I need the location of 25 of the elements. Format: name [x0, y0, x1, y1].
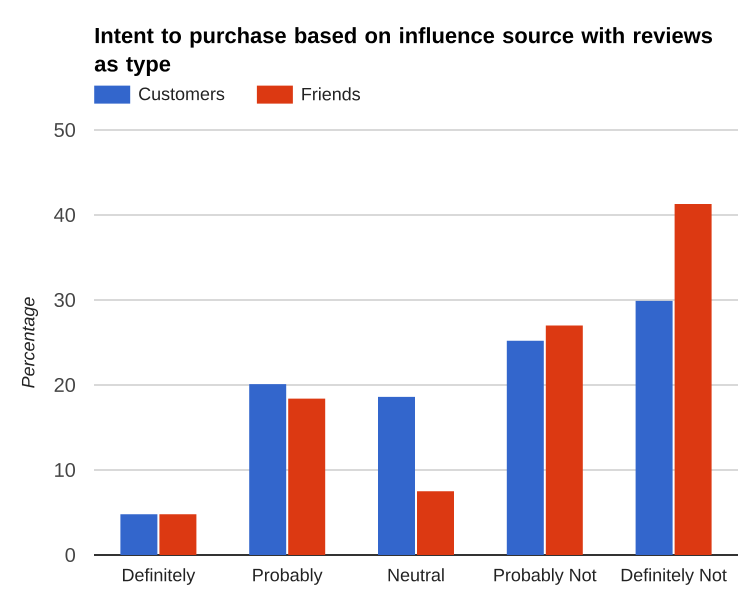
legend-label: Friends: [302, 87, 360, 100]
y-tick-label: 40: [54, 208, 76, 222]
y-tick-label: 0: [66, 548, 76, 562]
bar: [378, 396, 415, 555]
bar: [120, 514, 158, 555]
bar: [249, 384, 286, 555]
bar: [546, 326, 583, 555]
y-tick-label: 10: [55, 462, 76, 478]
x-tick-label: Definitely Not: [622, 568, 727, 585]
y-tick-label: 20: [54, 378, 76, 392]
y-axis-title: Percentage: [22, 297, 38, 388]
bar: [674, 204, 712, 555]
x-tick-label: Definitely: [122, 568, 196, 585]
y-tick-label: 30: [54, 292, 76, 308]
chart-title: Intent to purchase based on influence source with reviews as type: [94, 27, 712, 76]
bar: [636, 300, 673, 555]
bar: [506, 340, 544, 555]
x-tick-label: Neutral: [388, 568, 444, 582]
x-tick-label: Probably: [253, 568, 323, 585]
x-tick-label: Probably Not: [494, 568, 596, 585]
y-tick-label: 50: [54, 122, 76, 138]
bar: [159, 514, 196, 555]
legend-label: Customers: [139, 88, 224, 100]
bar: [288, 398, 326, 555]
bar: [417, 491, 454, 555]
